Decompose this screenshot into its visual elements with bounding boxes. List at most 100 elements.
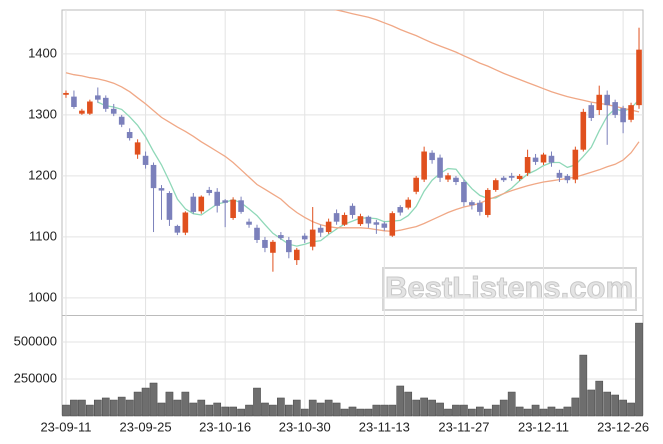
volume-bar <box>571 397 580 417</box>
volume-bar <box>332 402 341 417</box>
candle-body <box>604 94 610 106</box>
candle-body <box>150 164 157 189</box>
candle-body <box>429 152 435 161</box>
candle-body <box>118 116 125 125</box>
volume-bar <box>523 408 532 417</box>
candle-body <box>524 157 531 173</box>
candle-body <box>381 223 388 228</box>
volume-bar <box>460 404 468 417</box>
moving-average-line <box>333 10 640 113</box>
volume-bar <box>499 399 508 417</box>
candle-body <box>214 191 220 206</box>
candle-body <box>309 229 316 247</box>
candle-body <box>254 227 260 240</box>
volume-bar <box>531 404 540 417</box>
candle-body <box>270 241 276 253</box>
volume-bar <box>356 408 365 417</box>
volume-bar <box>277 397 285 417</box>
candle-body <box>477 202 483 212</box>
volume-bar <box>611 394 619 417</box>
volume-bar <box>595 380 604 417</box>
volume-bar <box>93 399 102 417</box>
grid <box>62 10 643 415</box>
candle-body <box>198 196 205 212</box>
volume-bar <box>396 385 405 417</box>
marks <box>62 27 643 417</box>
volume-bar <box>205 404 214 417</box>
candle-body <box>222 200 228 203</box>
volume-bar <box>237 408 245 417</box>
volume-bar <box>181 391 190 417</box>
volume-bar <box>372 404 381 417</box>
candle-body <box>110 108 117 114</box>
volume-bar <box>157 402 166 417</box>
candle-body <box>612 102 618 115</box>
volume-bar <box>515 406 524 417</box>
candle-body <box>95 95 101 100</box>
volume-bar <box>476 406 484 417</box>
volume-bar <box>229 406 237 417</box>
x-tick-label: 23-11-13 <box>359 419 410 434</box>
volume-bar <box>269 404 277 417</box>
volume-bar <box>444 408 452 417</box>
candle-body <box>158 188 165 191</box>
x-tick-label: 23-10-30 <box>279 419 331 434</box>
volume-bar <box>292 399 301 417</box>
volume-bar <box>420 397 428 417</box>
candle-body <box>445 175 451 180</box>
candle-body <box>174 225 181 233</box>
volume-bar <box>109 399 118 417</box>
x-tick-label: 23-10-16 <box>199 419 251 434</box>
volume-bar <box>428 399 436 417</box>
candle-body <box>437 157 443 178</box>
y-tick-label: 1300 <box>28 106 57 121</box>
volume-bar <box>300 408 309 417</box>
x-tick-label: 23-09-11 <box>40 419 91 434</box>
volume-bar <box>436 402 444 417</box>
volume-bar <box>221 406 229 417</box>
volume-bar <box>483 408 492 417</box>
volume-bar <box>555 408 564 417</box>
candle-body <box>71 96 77 107</box>
volume-bar <box>78 399 86 417</box>
candle-body <box>102 97 109 109</box>
candle-body <box>341 214 348 225</box>
candle-body <box>262 239 268 248</box>
candle-body <box>182 212 189 233</box>
volume-bar <box>245 404 253 417</box>
candle-body <box>349 205 356 215</box>
candle-body <box>87 101 93 114</box>
candle-body <box>556 172 563 178</box>
candle-body <box>508 175 515 178</box>
candle-body <box>397 207 404 213</box>
candle-body <box>373 222 380 225</box>
volume-bar <box>563 406 572 417</box>
candle-body <box>405 199 412 208</box>
volume-bar <box>141 387 150 417</box>
y-tick-label: 1000 <box>28 289 57 304</box>
candle-body <box>628 105 634 120</box>
volume-bar <box>468 408 476 417</box>
volume-bar <box>364 408 373 417</box>
candle-body <box>636 49 642 106</box>
volume-bar <box>308 399 317 417</box>
volume-bar <box>324 399 333 417</box>
volume-bar <box>388 404 397 417</box>
volume-bar <box>380 404 389 417</box>
candle-body <box>485 189 491 215</box>
volume-bar <box>213 402 222 417</box>
candle-body <box>63 92 69 95</box>
candle-body <box>588 105 595 118</box>
candle-body <box>325 221 332 233</box>
candle-body <box>365 216 372 224</box>
volume-bar <box>579 354 588 417</box>
candle-body <box>79 110 85 114</box>
candle-body <box>134 142 141 155</box>
candle-body <box>278 235 284 239</box>
y-tick-label: 1100 <box>29 228 57 243</box>
volume-bar <box>340 408 349 417</box>
candle-body <box>357 216 364 225</box>
candle-body <box>293 249 300 261</box>
volume-bar <box>619 399 627 417</box>
